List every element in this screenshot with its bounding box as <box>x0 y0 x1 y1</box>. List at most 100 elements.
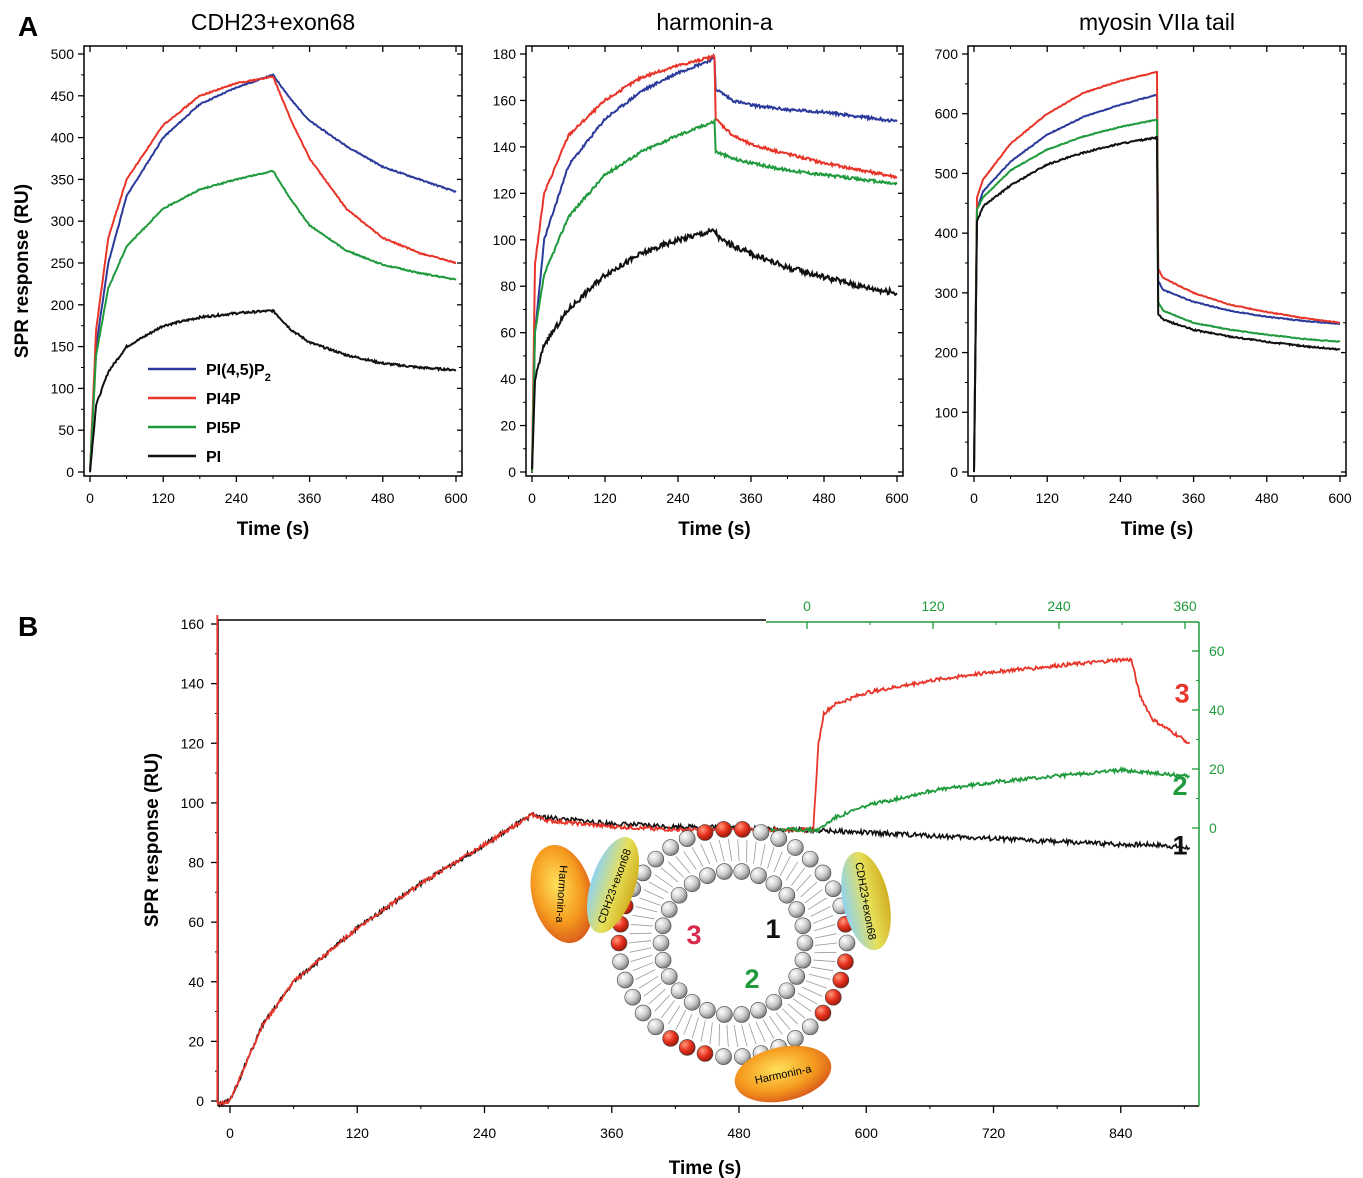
b-ytick-label: 0 <box>196 1093 204 1109</box>
lipid-tail <box>753 841 757 864</box>
lipid-tail <box>796 874 812 892</box>
lipid-tail <box>813 924 836 932</box>
a2-xlabel: Time (s) <box>678 519 751 540</box>
red-lipid-head <box>678 1039 696 1056</box>
a3-title: myosin VIIa tail <box>1079 9 1235 35</box>
a2-ytick-label: 60 <box>500 325 516 341</box>
lipid-tail <box>675 1009 687 1030</box>
lipid-tail <box>787 1003 806 1019</box>
lipid-tail <box>683 1013 693 1035</box>
lipid-tail <box>808 973 831 980</box>
red-lipid-head <box>832 971 850 989</box>
lipid-tail <box>630 954 653 962</box>
lipid-head <box>612 953 629 971</box>
lipid-tail <box>628 940 652 944</box>
lipid-head <box>788 968 806 985</box>
lipid-tail <box>691 847 704 867</box>
legend-entry-0: PI(4,5)P2 <box>206 362 271 384</box>
a3-ytick-label: 600 <box>935 106 959 122</box>
lipid-tail <box>635 969 656 980</box>
a1-xtick-label: 0 <box>86 490 94 506</box>
b-ytick-label: 60 <box>188 914 204 930</box>
lipid-head <box>699 867 716 884</box>
legend-entry-label: PI4P <box>206 391 241 408</box>
lipid-tail <box>667 861 685 878</box>
b-xtick-label: 240 <box>473 1125 497 1141</box>
a2-title: harmonin-a <box>656 9 773 35</box>
lipid-head <box>647 850 665 868</box>
red-lipid-head <box>662 1030 679 1047</box>
chart-a1-cdh23: CDH23+exon68 0 120 240 360 480 600 0 50 100 150 200… <box>12 9 468 540</box>
a3-xtick-label: 120 <box>1036 490 1060 506</box>
legend-entry-1: PI4P <box>206 391 241 408</box>
b-series-line-2 <box>770 766 1191 834</box>
lipid-head <box>716 863 733 880</box>
lipid-tail <box>797 992 818 1005</box>
b-xlabel: Time (s) <box>669 1158 742 1178</box>
lipid-tail <box>643 889 665 900</box>
lipid-tail <box>683 851 697 870</box>
lipid-tail <box>718 839 725 862</box>
lipid-tail <box>746 839 748 863</box>
lipid-head <box>838 934 856 952</box>
lipid-head <box>801 850 819 868</box>
lipid-tail <box>648 881 669 894</box>
a1-xtick-label: 600 <box>444 490 468 506</box>
lipid-tail <box>810 906 831 917</box>
a1-series-line-1 <box>89 75 457 472</box>
a1-ytick-label: 200 <box>51 297 75 313</box>
b-ytick-label: 140 <box>181 676 205 692</box>
b-ytick-label: 80 <box>188 855 204 871</box>
lipid-tail <box>779 856 791 877</box>
lipid-tail <box>811 966 834 972</box>
legend-entry-label: PI(4,5)P <box>206 362 265 379</box>
b-green-xtick-label: 360 <box>1173 598 1197 614</box>
lipid-head <box>796 934 814 952</box>
a3-series-line-1 <box>973 70 1341 472</box>
schematic-marker-3: 3 <box>686 920 701 950</box>
lipid-tail <box>654 874 674 888</box>
lipid-head <box>824 880 842 898</box>
lipid-head <box>652 934 670 952</box>
chart-a3-myosin: myosin VIIa tail 0 120 240 360 480 600 0 100 200 3… <box>935 9 1352 540</box>
b-ytick-label: 100 <box>181 795 205 811</box>
a1-ylabel: SPR response (RU) <box>12 184 33 358</box>
a3-ytick-label: 700 <box>935 46 959 62</box>
lipid-tail <box>709 1022 713 1045</box>
lipid-tail <box>639 976 659 989</box>
a3-xtick-label: 600 <box>1328 490 1352 506</box>
a3-ytick-label: 200 <box>935 345 959 361</box>
a3-xtick-label: 480 <box>1255 490 1279 506</box>
a1-xtick-label: 240 <box>225 490 249 506</box>
a2-xtick-label: 240 <box>666 490 690 506</box>
lipid-head <box>787 1030 804 1047</box>
b-xtick-label: 0 <box>226 1125 234 1141</box>
a2-ytick-label: 160 <box>493 92 517 108</box>
a1-ytick-label: 300 <box>51 213 75 229</box>
a3-xlabel: Time (s) <box>1121 519 1194 540</box>
lipid-head <box>662 839 679 856</box>
lipid-head <box>624 988 642 1006</box>
lipid-tail <box>805 980 827 989</box>
b-ytick-label: 20 <box>188 1033 204 1049</box>
lipid-tail <box>814 942 838 946</box>
lipid-head <box>765 875 783 893</box>
a1-ytick-label: 100 <box>51 380 75 396</box>
lipid-tail <box>700 843 711 865</box>
a2-ytick-label: 20 <box>500 418 516 434</box>
lipid-head <box>750 867 767 884</box>
panel-b-label: B <box>18 611 38 642</box>
a2-frame <box>525 45 904 477</box>
harmonin-protein <box>734 1045 832 1103</box>
a2-series-line-2 <box>531 117 898 472</box>
lipid-head <box>733 1006 750 1023</box>
lipid-head <box>678 830 696 847</box>
lipid-tail <box>727 839 733 862</box>
red-lipid-head <box>696 824 714 841</box>
a2-xtick-label: 480 <box>812 490 836 506</box>
b-xtick-label: 360 <box>600 1125 624 1141</box>
b-green-xtick-label: 120 <box>921 598 945 614</box>
lipid-head <box>683 993 701 1011</box>
a2-ytick-label: 140 <box>493 139 517 155</box>
a1-xlabel: Time (s) <box>237 519 310 540</box>
